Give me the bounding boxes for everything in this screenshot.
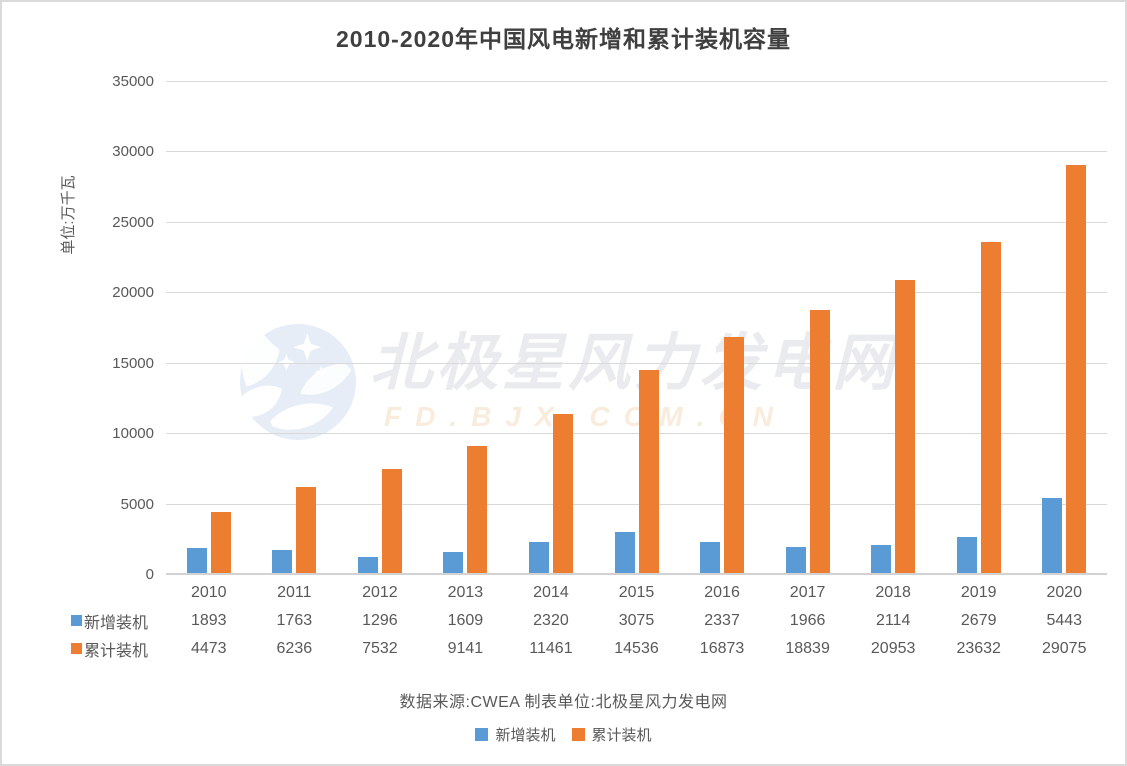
- x-axis-labels-cell-2018: 2018: [875, 583, 911, 601]
- y-tick-label-20000: 20000: [112, 284, 154, 302]
- source-note: 数据来源:CWEA 制表单位:北极星风力发电网: [399, 694, 728, 711]
- table-累计装机-cell-2012: 7532: [362, 639, 398, 657]
- table-新增装机-cell-2011: 1763: [276, 611, 313, 629]
- bar-累计装机-2014: [553, 414, 573, 573]
- y-tick-label-0: 0: [145, 566, 154, 583]
- table-累计装机-cell-2010: 4473: [190, 639, 227, 657]
- x-axis-labels-cell-2012: 2012: [362, 583, 398, 601]
- table-累计装机-row: 累计装机 4473 6236 7532 9141 11461 14536 16873 18839…: [2, 635, 1107, 662]
- y-tick-label-35000: 35000: [112, 73, 154, 90]
- y-tick-label-10000: 10000: [112, 425, 154, 443]
- table-新增装机-cell-2013: 1609: [447, 611, 484, 629]
- bar-累计装机-2013: [467, 446, 487, 573]
- legend-label-累计装机: 累计装机: [591, 727, 652, 744]
- plot-area: 北极星风力发电网 FD.BJX.COM.CN: [166, 81, 1107, 575]
- table-新增装机-row: 新增装机 1893 1763 1296 1609 2320 3075 2337 1966 2114…: [2, 607, 1107, 634]
- legend-swatch-新增装机: [475, 728, 489, 741]
- bar-新增装机-2018: [871, 545, 891, 573]
- table-累计装机-label: 累计装机: [2, 637, 166, 661]
- bar-累计装机-2018: [895, 280, 915, 573]
- legend-item-新增装机: 新增装机: [475, 724, 556, 745]
- gridline-10000: [166, 433, 1107, 435]
- bar-累计装机-2017: [810, 310, 830, 573]
- bar-新增装机-2016: [700, 542, 720, 573]
- table-新增装机-cell-2019: 2679: [960, 611, 997, 629]
- table-累计装机-cell-2018: 20953: [870, 639, 916, 657]
- y-tick-label-5000: 5000: [120, 495, 154, 513]
- bar-累计装机-2016: [724, 337, 744, 573]
- bar-新增装机-2015: [615, 532, 635, 573]
- table-新增装机-label-text: 新增装机: [84, 614, 149, 632]
- bar-新增装机-2017: [786, 547, 806, 573]
- x-axis-labels-cell-2011: 2011: [277, 583, 312, 601]
- table-新增装机-cell-2012: 1296: [362, 611, 398, 629]
- gridline-15000: [166, 362, 1107, 364]
- bar-累计装机-2010: [211, 512, 231, 573]
- watermark-star-moon-logo: [240, 324, 356, 440]
- gridline-35000: [166, 81, 1107, 82]
- table-新增装机-cell-2016: 2337: [704, 611, 740, 629]
- bar-累计装机-2019: [981, 242, 1001, 573]
- x-axis-labels-cell-2016: 2016: [704, 583, 740, 601]
- x-axis-labels-cell-2014: 2014: [533, 583, 569, 601]
- table-新增装机-cell-2014: 2320: [533, 611, 569, 629]
- table-累计装机-cell-2019: 23632: [956, 639, 1001, 657]
- table-累计装机-cell-2016: 16873: [699, 639, 745, 657]
- legend-label-新增装机: 新增装机: [495, 727, 556, 744]
- table-累计装机-cell-2017: 18839: [785, 639, 830, 657]
- table-累计装机-cell-2014: 11461: [529, 639, 573, 657]
- legend-swatch-累计装机: [571, 728, 585, 741]
- x-axis-line: [166, 573, 1107, 575]
- x-axis-labels-cell-2017: 2017: [789, 583, 826, 601]
- y-axis-unit-label: 单位:万千瓦: [60, 175, 77, 255]
- bar-新增装机-2013: [443, 552, 463, 573]
- table-累计装机-cell-2011: 6236: [276, 639, 313, 657]
- y-tick-label-25000: 25000: [112, 213, 154, 231]
- chart-legend: 新增装机 累计装机: [2, 724, 1125, 745]
- bar-新增装机-2014: [529, 542, 549, 573]
- table-累计装机-cell-2020: 29075: [1041, 639, 1087, 657]
- bar-新增装机-2010: [187, 548, 207, 573]
- bar-累计装机-2020: [1066, 165, 1086, 573]
- legend-item-累计装机: 累计装机: [571, 724, 652, 745]
- bar-新增装机-2012: [358, 557, 378, 573]
- table-新增装机-cell-2017: 1966: [789, 611, 826, 629]
- gridline-5000: [166, 503, 1107, 505]
- bar-新增装机-2011: [272, 550, 292, 573]
- table-新增装机-cell-2010: 1893: [190, 611, 227, 629]
- table-新增装机-label: 新增装机: [2, 609, 166, 633]
- table-新增装机-cell-2018: 2114: [875, 611, 911, 629]
- bar-累计装机-2015: [639, 370, 659, 573]
- gridline-20000: [166, 292, 1107, 294]
- chart-title: 2010-2020年中国风电新增和累计装机容量: [336, 26, 791, 52]
- table-累计装机-cell-2015: 14536: [614, 639, 659, 657]
- gridline-25000: [166, 221, 1107, 223]
- table-新增装机-cell-2020: 5443: [1046, 611, 1083, 629]
- bar-累计装机-2012: [382, 469, 402, 573]
- table-新增装机-cell-2015: 3075: [618, 611, 655, 629]
- x-axis-labels-cell-2020: 2020: [1046, 583, 1083, 601]
- x-axis-labels-cell-2015: 2015: [618, 583, 655, 601]
- y-tick-label-30000: 30000: [112, 143, 154, 161]
- bar-新增装机-2020: [1042, 498, 1062, 573]
- y-tick-label-15000: 15000: [112, 354, 154, 372]
- x-axis-labels-cell-2010: 2010: [190, 583, 227, 601]
- table-累计装机-label-text: 累计装机: [84, 642, 149, 660]
- x-axis-labels-cell-2013: 2013: [447, 583, 484, 601]
- table-累计装机-cell-2013: 9141: [447, 639, 484, 657]
- gridline-30000: [166, 151, 1107, 153]
- bar-新增装机-2019: [957, 537, 977, 573]
- table-swatch-累计装机: [71, 643, 82, 654]
- x-axis-labels-cell-2019: 2019: [960, 583, 997, 601]
- bar-累计装机-2011: [296, 487, 316, 573]
- x-axis-labels-row: 2010 2011 2012 2013 2014 2015 2016 2017 2018 2019…: [2, 579, 1107, 606]
- table-swatch-新增装机: [71, 615, 82, 626]
